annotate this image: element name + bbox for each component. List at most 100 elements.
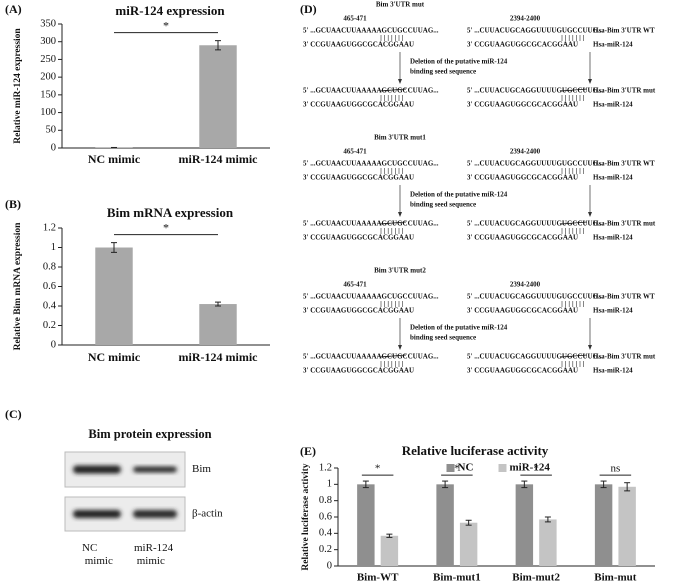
legend-swatch [498,464,507,472]
chart-title: miR-124 expression [115,3,225,18]
sequence-label: Hsa-miR-124 [593,234,633,242]
sequence: 3' CCGUAAGUGGCGCACGGAAU [303,174,414,182]
y-tick-label: 0.6 [319,511,332,522]
band-label: β-actin [192,508,223,520]
y-tick-label: 0.2 [43,320,56,331]
x-tick-label: miR-124 mimic [179,350,259,364]
significance-label: ns [610,463,620,475]
deletion-strike [379,354,407,358]
error-bar [442,480,449,489]
sequence: 3' CCGUAAGUGGCGCACGGAAU [303,41,414,49]
arrow-head [398,79,402,84]
legend-label: NC [458,462,474,474]
sequence: 5' ...CUUACUGCAGGUUUUGUGCCUUG... [467,160,604,168]
chart-title: Relative luciferase activity [402,443,549,458]
y-tick-label: 300 [40,36,56,47]
error-bar [386,533,393,538]
error-bar [624,482,631,492]
lane-label: NC mimic [82,542,113,567]
note: binding seed sequence [410,201,476,209]
y-tick-label: 0.8 [319,495,332,506]
x-tick-label: Bim-mut2 [512,572,560,584]
blot-title: Bim protein expression [88,427,211,441]
bar [199,304,237,345]
site-label: 2394-2400 [510,281,541,289]
y-tick-label: 0.8 [43,261,56,272]
note: binding seed sequence [410,334,476,342]
x-tick-label: Bim-mut1 [433,572,481,584]
y-tick-label: 50 [46,125,57,136]
arrow-head [588,79,592,84]
site-label: 465-471 [343,15,367,23]
y-tick-label: 0.4 [43,300,57,311]
y-axis-label: Relative Bim mRNA expression [13,222,23,351]
sequence-label: Hsa-Bim 3'UTR mut [593,87,656,95]
deletion-strike [379,221,407,225]
bar [199,45,237,148]
sequence-label: Hsa-miR-124 [593,41,633,49]
bar [436,484,454,566]
arrow-head [588,345,592,350]
panel-label: (C) [5,407,22,421]
error-bar [465,519,472,526]
bar [618,486,636,566]
error-bar [544,516,551,523]
chart-title: Bim mRNA expression [107,205,234,220]
deletion-strike [560,354,588,358]
sequence: 5' ...GCUAACUUAAAAAGCUGCCUUAG... [303,87,439,95]
y-tick-label: 0 [51,339,56,350]
site-label: 2394-2400 [510,148,541,156]
blot-band [73,510,121,518]
arrow-head [398,212,402,217]
site-label: 465-471 [343,148,367,156]
bar [594,484,613,566]
sequence-label: Hsa-miR-124 [593,367,633,375]
y-axis-label: Relative miR-124 expression [13,28,23,144]
significance-label: * [163,220,169,234]
y-tick-label: 1.2 [43,222,56,233]
sequence-label: Hsa-miR-124 [593,307,633,315]
x-tick-label: miR-124 mimic [179,152,259,166]
sequence: 5' ...CUUACUGCAGGUUUUGUGCCUUG... [467,220,604,228]
sequence: 5' ...GCUAACUUAAAAAGCUGCCUUAG... [303,293,439,301]
lane-label: miR-124 mimic [134,542,174,567]
y-tick-label: 150 [40,89,56,100]
arrow-head [588,212,592,217]
panel-label: (D) [300,2,317,16]
sequence: 3' CCGUAAGUGGCGCACGGAAU [303,307,414,315]
error-bar [600,480,607,489]
legend-swatch [446,464,455,472]
significance-label: * [375,463,381,475]
note: Deletion of the putative miR-124 [410,324,508,332]
y-tick-label: 1.2 [319,462,332,473]
sequence: 5' ...CUUACUGCAGGUUUUGUGCCUUG... [467,293,604,301]
sequence-label: Hsa-miR-124 [593,101,633,109]
y-tick-label: 1 [327,479,332,490]
legend-label: miR-124 [510,462,551,474]
sequence: 3' CCGUAAGUGGCGCACGGAAU [467,367,578,375]
note: Deletion of the putative miR-124 [410,191,508,199]
sequence: 3' CCGUAAGUGGCGCACGGAAU [303,101,414,109]
blot-band [73,465,121,474]
y-tick-label: 0.4 [319,528,333,539]
sequence: 5' ...CUUACUGCAGGUUUUGUGCCUUG... [467,87,604,95]
x-tick-label: Bim-WT [357,572,399,584]
note: Deletion of the putative miR-124 [410,58,508,66]
error-bar [215,301,221,307]
sequence: 3' CCGUAAGUGGCGCACGGAAU [467,41,578,49]
sequence: 3' CCGUAAGUGGCGCACGGAAU [467,234,578,242]
sequence: 5' ...GCUAACUUAAAAAGCUGCCUUAG... [303,160,439,168]
panel-label: (A) [5,2,22,16]
bar [357,484,375,566]
block-title: Bim 3'UTR mut [376,1,425,9]
error-bar [215,40,221,51]
sequence: 5' ...GCUAACUUAAAAAGCUGCCUUAG... [303,27,439,35]
panel-label: (B) [5,197,21,211]
y-axis-label: Relative luciferase activity [301,463,311,570]
sequence-label: Hsa-Bim 3'UTR WT [593,160,655,168]
x-tick-label: NC mimic [88,350,141,364]
arrow-head [398,345,402,350]
y-tick-label: 0 [327,560,332,571]
sequence: 3' CCGUAAGUGGCGCACGGAAU [303,234,414,242]
